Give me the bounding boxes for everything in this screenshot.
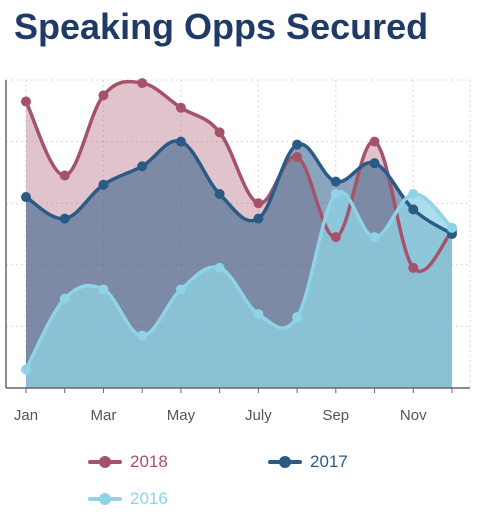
x-tick-label: July: [245, 407, 272, 424]
legend-label-2018: 2018: [130, 452, 168, 471]
legend-label-2016: 2016: [130, 489, 168, 508]
point-2017-Jan[interactable]: [21, 192, 31, 203]
point-2018-Aug[interactable]: [292, 152, 303, 162]
x-tick-label: Mar: [91, 407, 117, 424]
point-2016-Oct[interactable]: [369, 232, 380, 243]
point-2016-Dec[interactable]: [447, 222, 457, 233]
point-2016-Aug[interactable]: [292, 312, 303, 323]
legend-swatch-2017: [268, 456, 302, 468]
point-2017-Aug[interactable]: [292, 139, 303, 150]
point-2016-Feb[interactable]: [59, 293, 70, 304]
axis-layer: [5, 80, 470, 393]
point-2017-Mar[interactable]: [98, 179, 109, 190]
legend-item-2016[interactable]: 2016: [88, 489, 168, 509]
x-tick-label: Sep: [322, 407, 349, 424]
point-2017-Nov[interactable]: [408, 204, 419, 215]
point-2018-Jan[interactable]: [21, 96, 31, 107]
x-tick-label: Jan: [14, 407, 38, 424]
point-2017-May[interactable]: [175, 136, 186, 147]
chart-title: Speaking Opps Secured: [14, 6, 429, 47]
tick-labels: Jan Mar May July Sep Nov: [14, 407, 427, 424]
point-2018-Apr[interactable]: [137, 78, 148, 89]
x-tick-label: Nov: [400, 407, 427, 424]
legend-swatch-2016: [88, 493, 122, 505]
point-2018-Feb[interactable]: [59, 170, 70, 181]
point-2018-July[interactable]: [253, 198, 264, 209]
legend-label-2017: 2017: [310, 452, 348, 471]
point-2017-July[interactable]: [253, 213, 264, 224]
point-2016-July[interactable]: [253, 309, 264, 320]
point-2018-Sep[interactable]: [330, 232, 341, 243]
point-2018-Nov[interactable]: [408, 262, 419, 273]
point-2016-Jun[interactable]: [214, 262, 225, 273]
point-2016-Jan[interactable]: [21, 364, 31, 375]
point-2016-Nov[interactable]: [408, 188, 419, 199]
x-tick-label: May: [167, 407, 196, 424]
point-2018-May[interactable]: [175, 102, 186, 113]
point-2016-May[interactable]: [175, 284, 186, 295]
point-2016-Mar[interactable]: [98, 284, 109, 295]
point-2017-Apr[interactable]: [137, 161, 148, 172]
legend-swatch-2018: [88, 456, 122, 468]
point-2018-Oct[interactable]: [369, 136, 380, 147]
point-2016-Sep[interactable]: [330, 188, 341, 199]
point-2017-Oct[interactable]: [369, 158, 380, 169]
point-2018-Jun[interactable]: [214, 127, 225, 138]
point-2017-Jun[interactable]: [214, 188, 225, 199]
point-layer: [21, 78, 457, 375]
legend-item-2018[interactable]: 2018: [88, 452, 168, 472]
point-2017-Sep[interactable]: [330, 176, 341, 187]
point-2017-Feb[interactable]: [59, 213, 70, 224]
legend-item-2017[interactable]: 2017: [268, 452, 348, 472]
point-2016-Apr[interactable]: [137, 330, 148, 341]
point-2018-Mar[interactable]: [98, 90, 109, 101]
